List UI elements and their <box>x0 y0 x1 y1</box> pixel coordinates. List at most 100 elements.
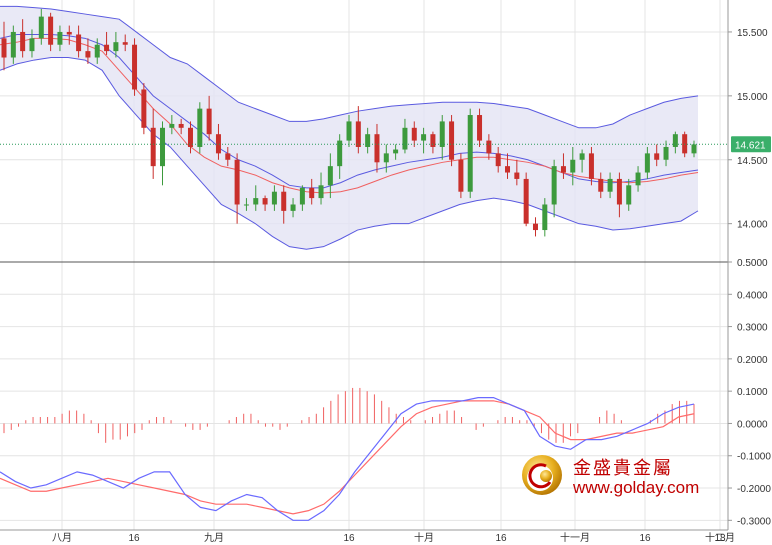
x-tick-label: 八月 <box>52 532 72 544</box>
x-tick-label: 16 <box>343 533 355 544</box>
candle-body <box>132 44 138 90</box>
candle-body <box>421 134 427 141</box>
candle-body <box>215 134 221 154</box>
candle-body <box>505 166 511 173</box>
candle-body <box>76 34 82 52</box>
candle-body <box>20 31 26 52</box>
candle-body <box>197 108 203 147</box>
brand-url: www.golday.com <box>572 478 699 497</box>
x-tick-label: 十月 <box>414 531 434 544</box>
candle-body <box>66 31 72 35</box>
candle-body <box>1 38 7 58</box>
candle-body <box>94 44 100 58</box>
candle-body <box>253 198 259 205</box>
candle-body <box>644 153 650 173</box>
candle-body <box>374 134 380 163</box>
watermark: 金盛貴金屬 www.golday.com <box>522 455 699 497</box>
candle-body <box>10 31 16 58</box>
price-tick-label: 15.000 <box>737 92 768 103</box>
x-tick-label: 16 <box>128 533 140 544</box>
candle-body <box>477 115 483 141</box>
candle-body <box>187 127 193 147</box>
candle-body <box>514 172 520 179</box>
candle-body <box>85 51 91 58</box>
macd-panel <box>0 387 695 521</box>
candle-body <box>169 123 175 128</box>
candle-body <box>393 149 399 154</box>
macd-tick-label: 0.4000 <box>737 290 768 301</box>
price-tick-label: 14.000 <box>737 220 768 231</box>
candle-body <box>271 191 277 205</box>
x-tick-label: 十一月 <box>560 531 590 544</box>
x-tick-label: 十二月 <box>705 531 735 544</box>
brand-name: 金盛貴金屬 <box>573 458 673 479</box>
candle-body <box>122 42 128 45</box>
candle-body <box>243 204 249 206</box>
macd-tick-label: 0.0000 <box>737 419 768 430</box>
candle-body <box>411 127 417 141</box>
candle-body <box>206 108 212 135</box>
candle-body <box>430 134 436 147</box>
candle-body <box>355 121 361 147</box>
macd-tick-label: 0.5000 <box>737 258 768 269</box>
candle-body <box>579 153 585 160</box>
price-tick-label: 15.500 <box>737 28 768 39</box>
moving-average-line <box>0 37 699 194</box>
candle-body <box>346 121 352 141</box>
candle-body <box>234 159 240 205</box>
price-tick-label: 14.500 <box>737 156 768 167</box>
candle-body <box>290 204 296 211</box>
candle-body <box>318 185 324 199</box>
candle-body <box>570 159 576 173</box>
candle-body <box>626 185 632 205</box>
candle-body <box>616 178 622 205</box>
candle-body <box>560 166 566 173</box>
price-panel <box>0 5 728 250</box>
candle-body <box>262 198 268 205</box>
candle-body <box>38 16 44 39</box>
macd-tick-label: -0.1000 <box>737 452 771 463</box>
golday-logo-icon <box>522 455 562 495</box>
candle-body <box>402 127 408 150</box>
candle-body <box>532 223 538 231</box>
candle-body <box>150 127 156 167</box>
macd-tick-label: -0.2000 <box>737 484 771 495</box>
macd-tick-label: 0.3000 <box>737 323 768 334</box>
candle-body <box>439 121 445 147</box>
candle-body <box>467 115 473 192</box>
candle-body <box>588 153 594 179</box>
candle-body <box>299 187 305 205</box>
candle-body <box>104 44 110 52</box>
macd-tick-label: 0.2000 <box>737 355 768 366</box>
bollinger-upper <box>0 5 699 129</box>
candle-body <box>281 191 287 211</box>
candle-body <box>663 146 669 160</box>
candle-body <box>178 123 184 128</box>
candle-body <box>449 121 455 160</box>
x-tick-label: 16 <box>639 533 651 544</box>
candle-body <box>523 178 529 224</box>
macd-line <box>0 397 695 521</box>
candle-body <box>383 153 389 163</box>
candle-body <box>160 127 166 167</box>
x-tick-label: 九月 <box>204 532 224 544</box>
candle-body <box>495 153 501 167</box>
candle-body <box>635 172 641 186</box>
candle-body <box>337 140 343 167</box>
candle-body <box>551 166 557 205</box>
candle-body <box>29 38 35 52</box>
candle-body <box>682 134 688 154</box>
candle-body <box>327 166 333 186</box>
candle-body <box>57 31 63 45</box>
candle-body <box>654 153 660 160</box>
candle-body <box>542 204 548 231</box>
macd-tick-label: -0.3000 <box>737 516 771 527</box>
candle-body <box>598 178 604 192</box>
x-tick-label: 18 <box>714 533 726 544</box>
bollinger-lower <box>0 57 699 250</box>
candle-body <box>141 89 147 128</box>
candle-body <box>113 42 119 52</box>
x-tick-label: 16 <box>495 533 507 544</box>
